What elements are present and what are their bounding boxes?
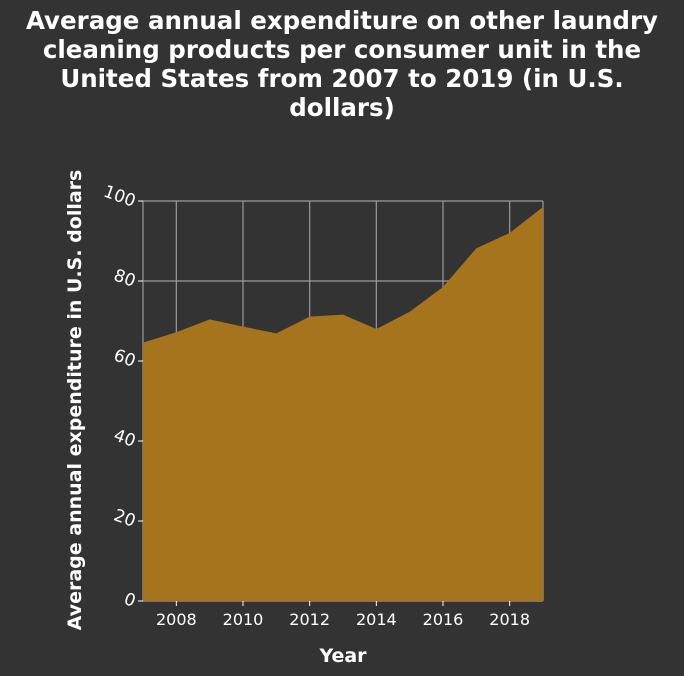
y-tick-label: 60 (111, 346, 138, 372)
x-axis-ticks: 2008 2010 2012 2014 2016 2018 (156, 601, 530, 629)
x-tick-label: 2016 (423, 610, 464, 629)
chart-title-line: dollars) (289, 93, 395, 122)
area-series (143, 207, 543, 601)
y-tick-label: 100 (101, 182, 138, 212)
chart-title: Average annual expenditure on other laun… (0, 6, 684, 122)
y-tick-label: 80 (111, 266, 138, 292)
y-tick-label: 20 (111, 506, 138, 532)
y-tick-label: 40 (111, 426, 138, 452)
chart-title-line: cleaning products per consumer unit in t… (42, 35, 642, 64)
x-tick-label: 2014 (356, 610, 397, 629)
y-axis-ticks: 0 20 40 60 80 100 (101, 182, 143, 612)
x-tick-label: 2018 (489, 610, 530, 629)
x-axis-label: Year (318, 645, 367, 667)
y-axis-label: Average annual expenditure in U.S. dolla… (64, 170, 86, 631)
y-tick-label: 0 (121, 589, 138, 611)
chart-title-line: Average annual expenditure on other laun… (25, 6, 659, 35)
x-tick-label: 2010 (223, 610, 264, 629)
chart-title-line: United States from 2007 to 2019 (in U.S. (60, 64, 624, 93)
x-tick-label: 2008 (156, 610, 197, 629)
x-tick-label: 2012 (289, 610, 330, 629)
